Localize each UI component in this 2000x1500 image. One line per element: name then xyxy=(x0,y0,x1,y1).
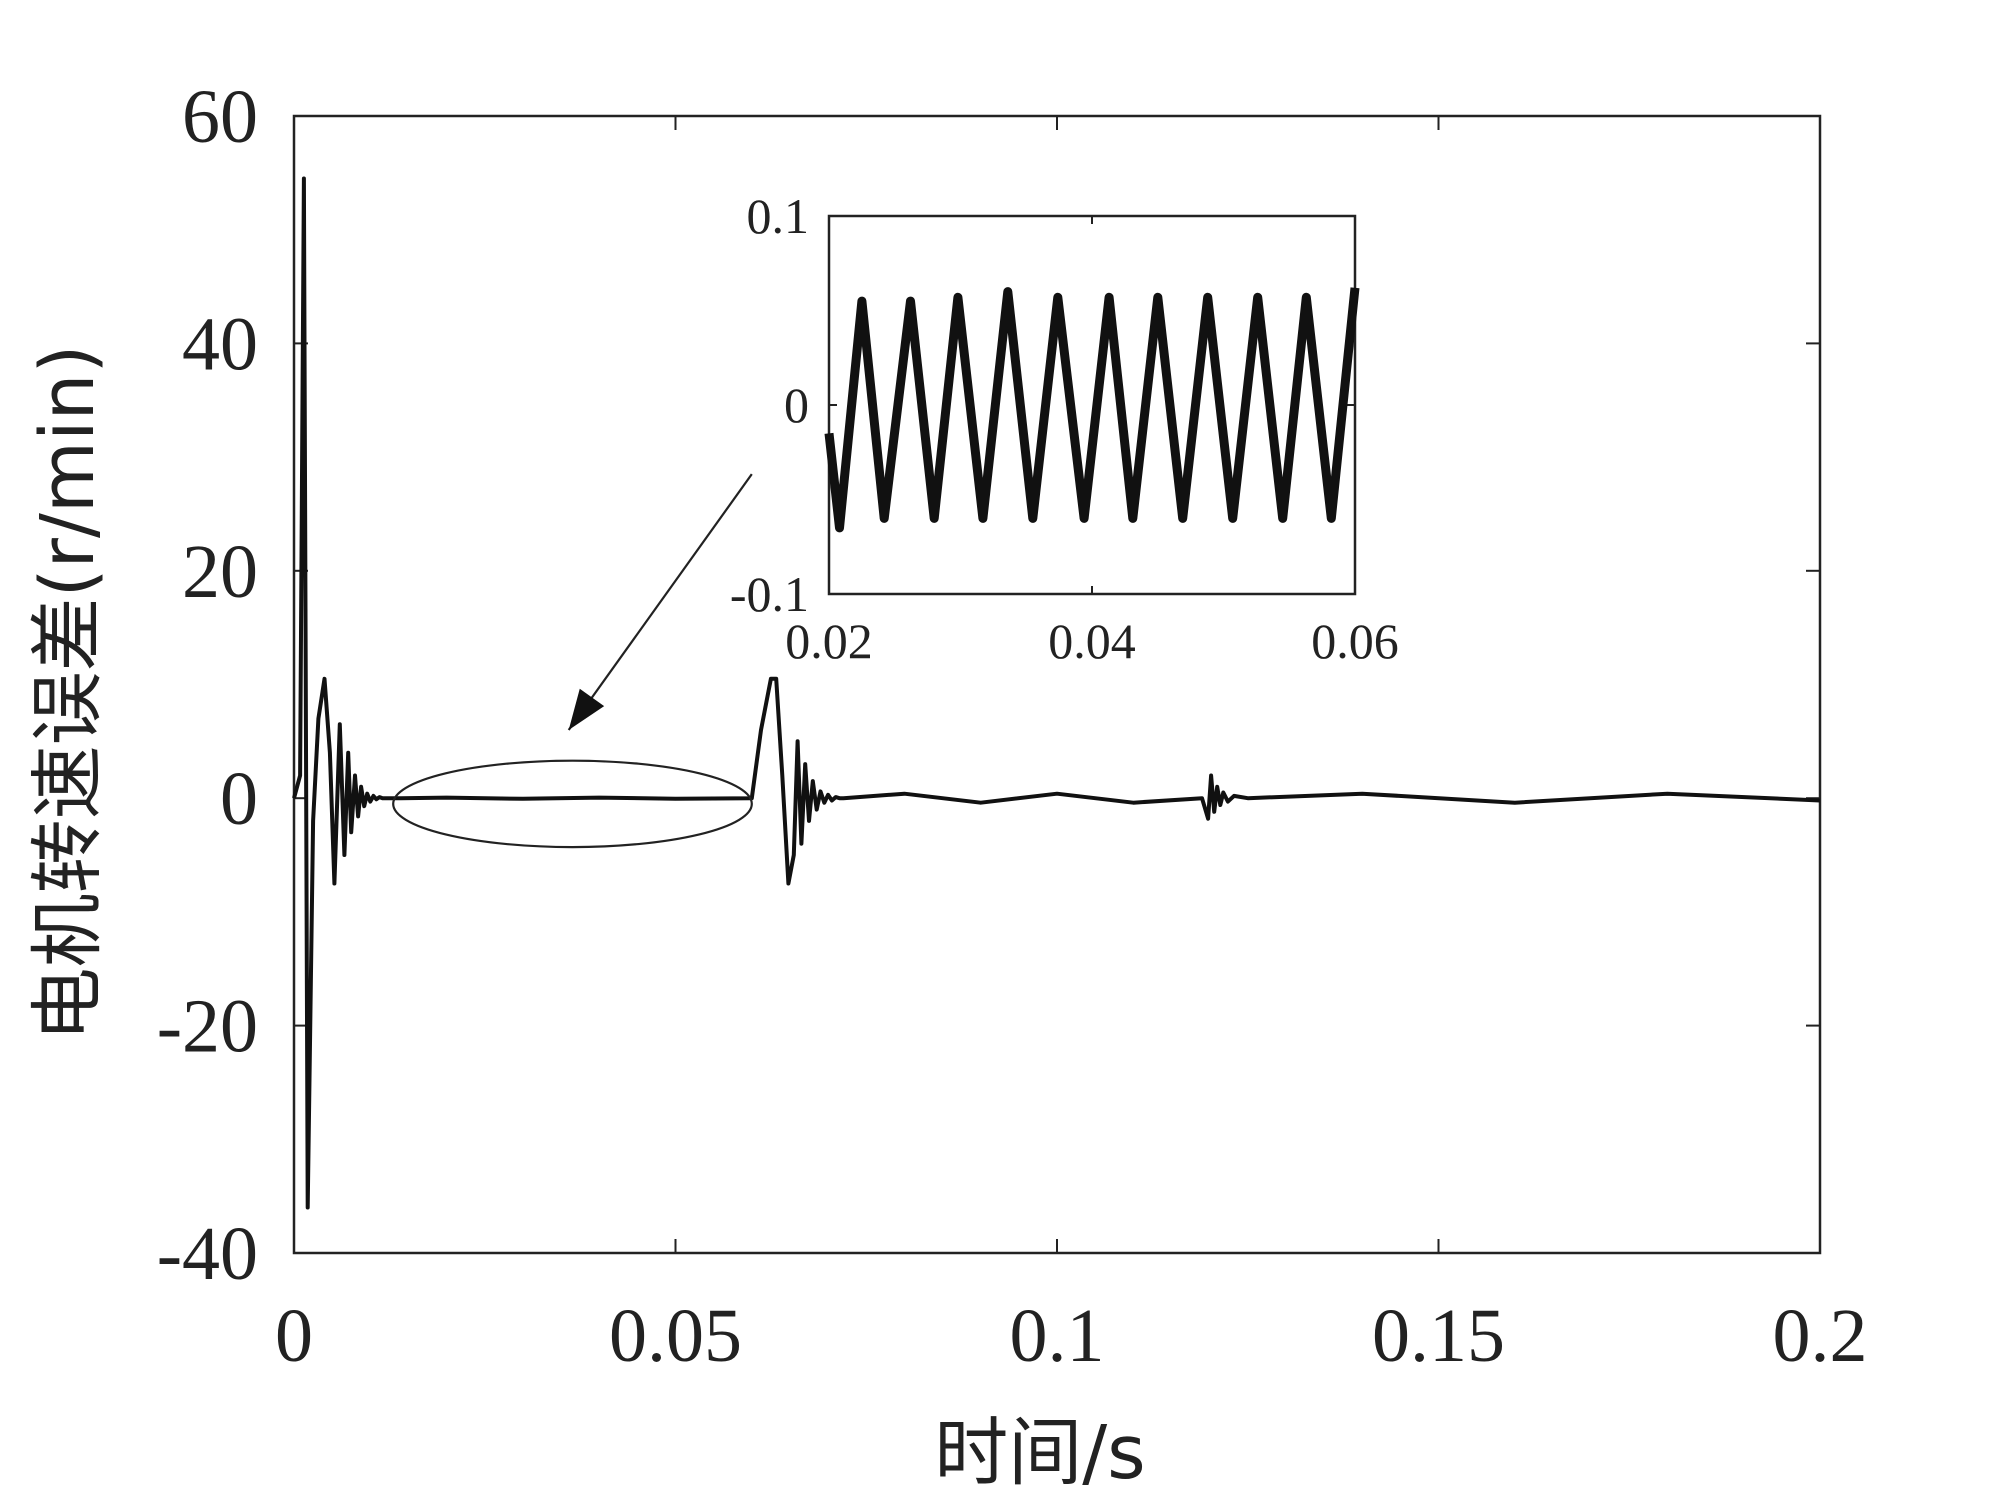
inset-chart: 0.02 0.04 0.06 -0.1 0 0.1 xyxy=(730,188,1399,669)
x-tick-label: 0.1 xyxy=(1010,1294,1105,1378)
zoom-ellipse xyxy=(392,759,753,849)
y-tick-label: 20 xyxy=(182,530,258,614)
x-tick-label: 0.05 xyxy=(609,1294,742,1378)
inset-series-line xyxy=(824,287,1360,533)
inset-ticks xyxy=(828,215,1356,595)
y-tick-label: 0 xyxy=(784,377,809,433)
zoom-arrow-head xyxy=(568,688,605,730)
main-series-line xyxy=(292,176,1821,1210)
x-tick-label: 0 xyxy=(275,1294,313,1378)
x-tick-label: 0.15 xyxy=(1372,1294,1505,1378)
y-axis-title: 电机转速误差(r/min) xyxy=(25,345,111,1042)
x-tick-label: 0.02 xyxy=(785,613,873,669)
y-tick-label: 0 xyxy=(220,757,258,841)
inset-tick-labels: 0.02 0.04 0.06 -0.1 0 0.1 xyxy=(730,188,1399,669)
inset-background xyxy=(829,216,1355,594)
y-tick-label: -0.1 xyxy=(730,566,809,622)
x-tick-label: 0.2 xyxy=(1773,1294,1868,1378)
main-annotations xyxy=(392,473,753,849)
zoom-arrow xyxy=(567,473,753,731)
main-tick-labels: 0 0.05 0.1 0.15 0.2 -40 -20 0 20 40 60 xyxy=(157,75,1868,1378)
y-tick-label: 0.1 xyxy=(747,188,810,244)
y-tick-label: 40 xyxy=(182,302,258,386)
main-chart: 0 0.05 0.1 0.15 0.2 -40 -20 0 20 40 60 时间/s 电机转速误差… xyxy=(25,75,1868,1496)
y-tick-label: -20 xyxy=(157,985,258,1069)
x-tick-label: 0.04 xyxy=(1048,613,1136,669)
x-tick-label: 0.06 xyxy=(1311,613,1399,669)
y-tick-label: 60 xyxy=(182,75,258,159)
y-tick-label: -40 xyxy=(157,1212,258,1296)
x-axis-title: 时间/s xyxy=(934,1410,1146,1496)
